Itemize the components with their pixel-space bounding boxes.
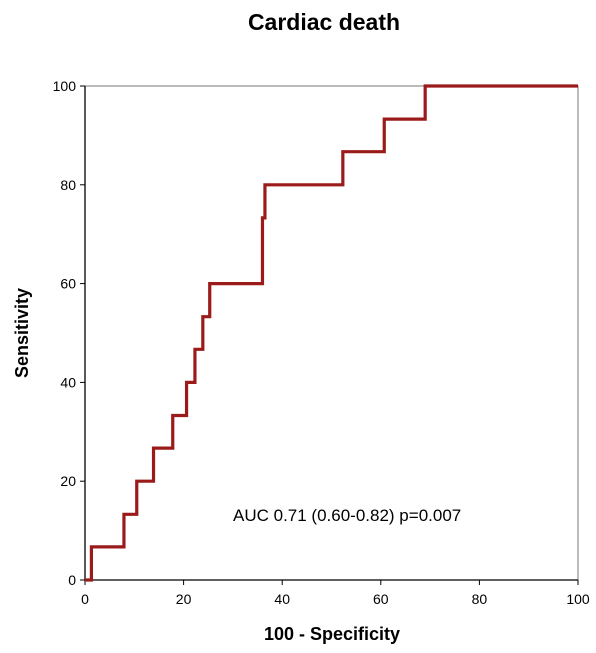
y-axis-ticks: 0 20 40 60 80 100	[53, 78, 85, 588]
y-tick-label: 60	[60, 276, 76, 292]
x-axis-ticks: 0 20 40 60 80 100	[81, 580, 590, 607]
y-tick-label: 20	[60, 473, 76, 489]
x-tick-label: 60	[373, 591, 389, 607]
y-tick-label: 40	[60, 374, 76, 390]
y-axis-label: Sensitivity	[12, 288, 32, 378]
x-tick-label: 20	[176, 591, 192, 607]
x-tick-label: 0	[81, 591, 89, 607]
auc-annotation: AUC 0.71 (0.60-0.82) p=0.007	[233, 506, 461, 525]
y-tick-label: 80	[60, 177, 76, 193]
chart-title: Cardiac death	[248, 9, 400, 35]
x-tick-label: 100	[566, 591, 590, 607]
y-tick-label: 0	[68, 572, 76, 588]
roc-curve-line	[85, 84, 578, 582]
x-tick-label: 40	[274, 591, 290, 607]
x-tick-label: 80	[472, 591, 488, 607]
plot-area	[84, 85, 579, 581]
y-tick-label: 100	[53, 78, 77, 94]
x-axis-label: 100 - Specificity	[264, 624, 400, 644]
